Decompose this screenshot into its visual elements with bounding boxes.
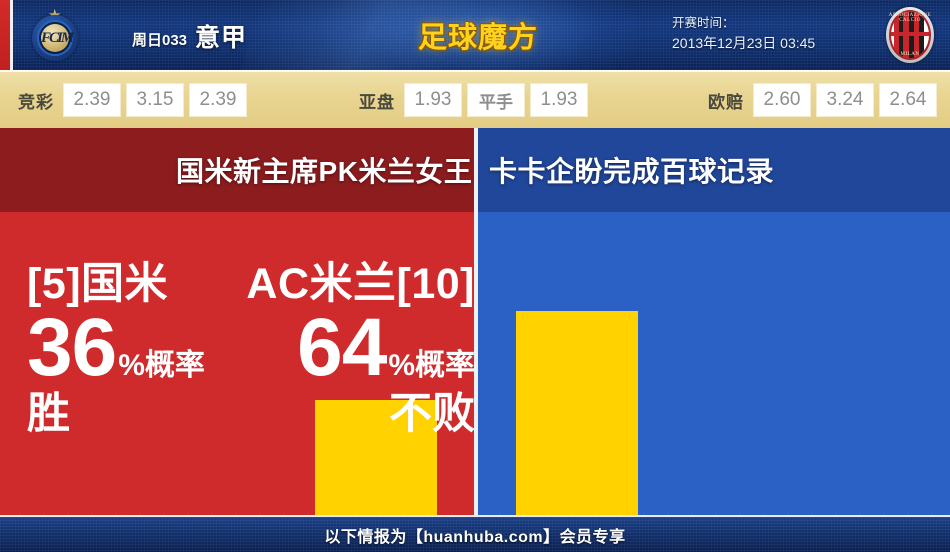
- match-title-group: 周日033 意甲: [132, 18, 247, 54]
- away-team-badge-icon: ASSOCIAZIONE CALCIO MILAN: [886, 7, 934, 63]
- odds-group-label: 亚盘: [359, 92, 395, 112]
- odds-bar: 竞彩 2.39 3.15 2.39 亚盘 1.93 平手 1.93 欧赔 2.6…: [0, 70, 950, 128]
- odds-cell[interactable]: 平手: [467, 83, 525, 117]
- odds-cell[interactable]: 2.64: [879, 83, 937, 117]
- headline-divider: [474, 128, 478, 212]
- odds-group-yapan: 亚盘 1.93 平手 1.93: [359, 83, 588, 117]
- home-outcome-label: 胜: [27, 390, 70, 438]
- inter-ring-inner: [41, 24, 69, 52]
- header-red-accent-stripe: [0, 0, 10, 70]
- header-stripe-gap: [10, 0, 13, 70]
- kickoff-time-block: 开赛时间： 2013年12月23日 03:45: [672, 13, 815, 53]
- match-league-label: 意甲: [195, 24, 248, 52]
- headline-text: 国米新主席PK米兰女王 卡卡企盼完成百球记录: [176, 156, 774, 187]
- probability-comparison-area: [5]国米 36 %概率 胜 AC米兰[10] 64 %概率 不败: [0, 212, 950, 515]
- brand-logo: 足球魔方: [418, 22, 539, 54]
- inter-monogram-text: FCIM: [41, 30, 74, 46]
- odds-cell[interactable]: 3.15: [126, 83, 184, 117]
- odds-cell[interactable]: 2.39: [189, 83, 247, 117]
- odds-group-jingcai: 竞彩 2.39 3.15 2.39: [18, 83, 247, 117]
- away-probability-row: 64 %概率: [175, 306, 475, 390]
- home-team-badge-icon: ★ FCIM: [29, 8, 81, 61]
- footer-bar: 以下情报为【huanhuba.com】会员专享: [0, 515, 950, 552]
- away-outcome-label: 不败: [389, 390, 475, 438]
- odds-group-label: 竞彩: [18, 92, 54, 112]
- away-probability-value: 64: [297, 302, 387, 393]
- odds-cell[interactable]: 1.93: [530, 83, 588, 117]
- home-probability-value: 36: [27, 302, 117, 393]
- away-probability-suffix: %概率: [388, 349, 475, 382]
- milan-bottom-label: MILAN: [900, 52, 920, 57]
- away-probability-bar: [516, 311, 638, 515]
- match-header: ★ FCIM 周日033 意甲 足球魔方 开赛时间： 2013年12月23日 0…: [0, 0, 950, 70]
- kickoff-value: 2013年12月23日 03:45: [672, 35, 816, 51]
- away-team-name: AC米兰[10]: [246, 260, 475, 308]
- headline-right-background: [474, 128, 950, 212]
- home-team-name: [5]国米: [27, 260, 169, 308]
- panel-divider: [474, 212, 478, 515]
- odds-cell[interactable]: 1.93: [404, 83, 462, 117]
- odds-cell[interactable]: 2.60: [753, 83, 811, 117]
- odds-cell[interactable]: 2.39: [63, 83, 121, 117]
- odds-group-label: 欧赔: [708, 92, 744, 112]
- home-probability-bar: [315, 400, 437, 515]
- home-stats-block: [5]国米 36 %概率 胜: [27, 260, 327, 438]
- milan-top-label: ASSOCIAZIONE CALCIO: [888, 13, 932, 23]
- home-probability-suffix: %概率: [118, 349, 205, 382]
- headline-left-background: [0, 128, 474, 212]
- odds-group-oupei: 欧赔 2.60 3.24 2.64: [708, 83, 937, 117]
- headline-banner: 国米新主席PK米兰女王 卡卡企盼完成百球记录: [0, 128, 950, 212]
- odds-cell[interactable]: 3.24: [816, 83, 874, 117]
- milan-cross-horizontal: [891, 32, 929, 36]
- home-probability-row: 36 %概率: [27, 306, 327, 390]
- kickoff-label: 开赛时间：: [672, 16, 735, 30]
- away-stats-block: AC米兰[10] 64 %概率 不败: [175, 260, 475, 438]
- match-round-label: 周日033: [132, 32, 188, 49]
- footer-notice-text: 以下情报为【huanhuba.com】会员专享: [324, 528, 626, 546]
